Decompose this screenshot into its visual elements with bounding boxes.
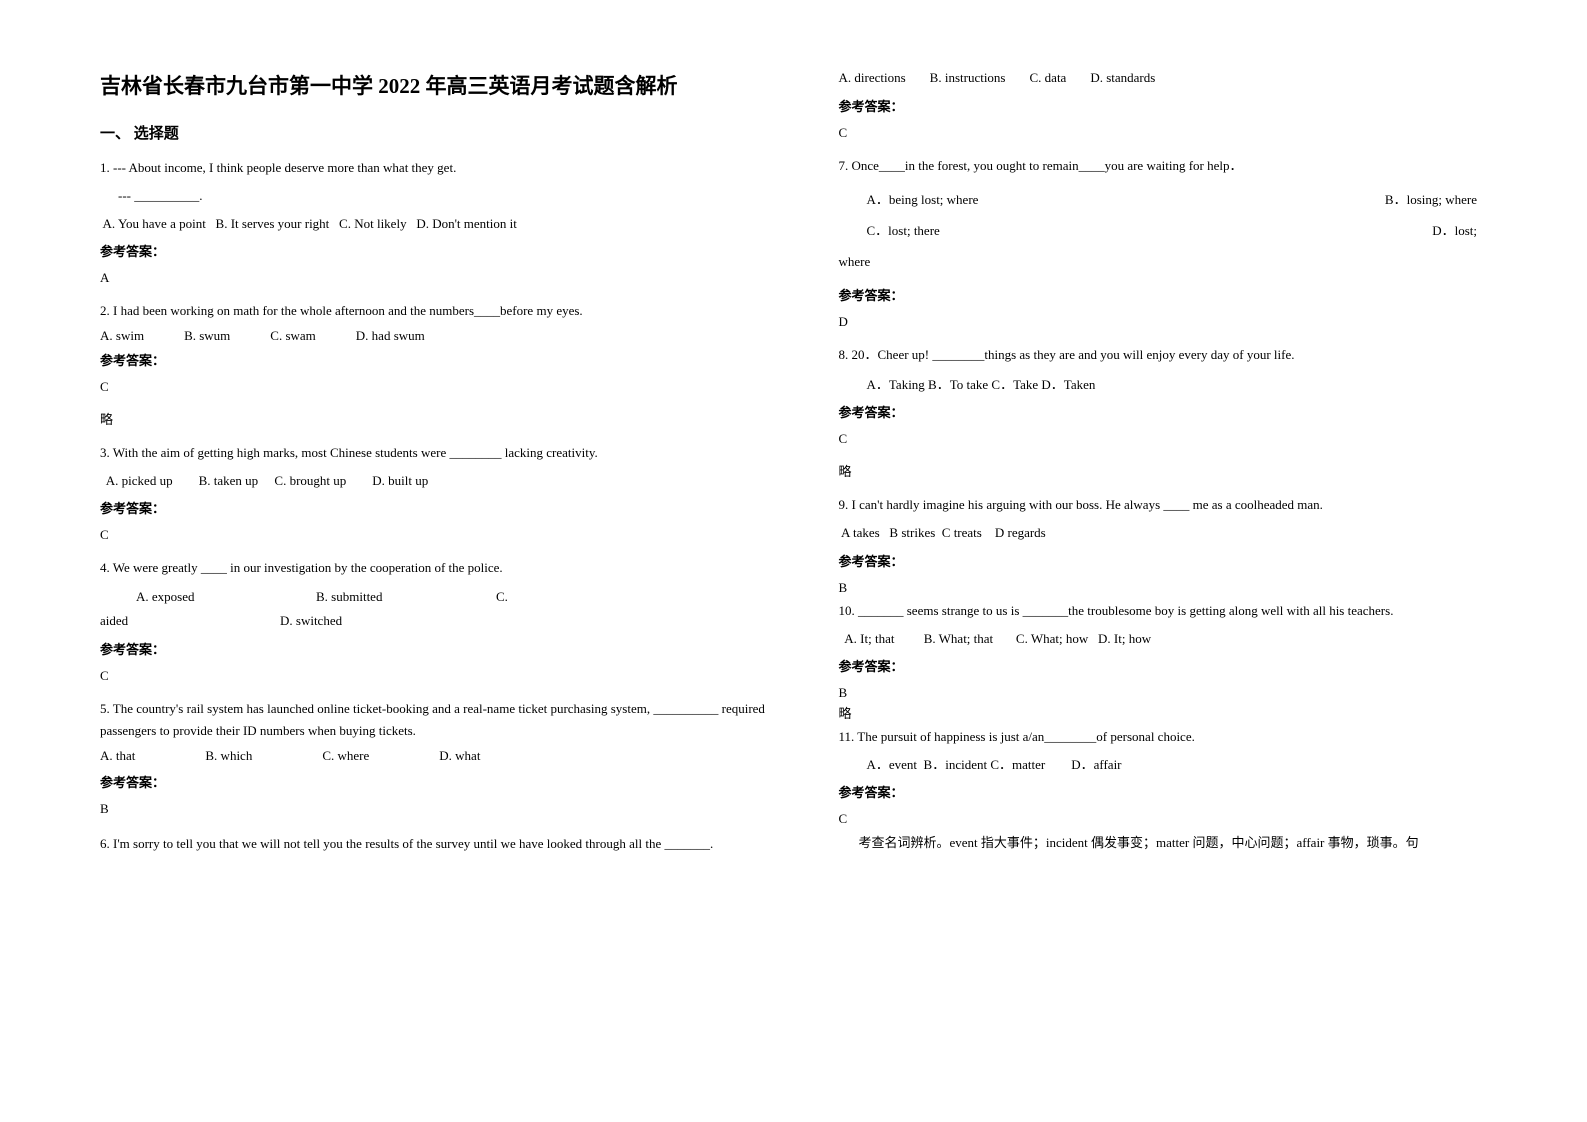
q1-answer: A (100, 270, 769, 286)
q11-text: 11. The pursuit of happiness is just a/a… (839, 726, 1508, 748)
q2-optB: B. swum (184, 328, 230, 344)
q9-text: 9. I can't hardly imagine his arguing wi… (839, 494, 1508, 516)
q7-text: 7. Once____in the forest, you ought to r… (839, 155, 1508, 177)
q11-explanation: 考查名词辨析。event 指大事件；incident 偶发事变；matter 问… (839, 833, 1508, 854)
q7-optA: A．being lost; where (867, 189, 979, 208)
q4-options-row2: aided D. switched (100, 613, 769, 629)
q11-options: A．event B．incident C．matter D．affair (839, 754, 1508, 776)
q5-options: A. that B. which C. where D. what (100, 748, 769, 764)
q2-optA: A. swim (100, 328, 144, 344)
q3-answer: C (100, 527, 769, 543)
q2-text: 2. I had been working on math for the wh… (100, 300, 769, 322)
q6-optD: D. standards (1090, 70, 1155, 86)
q4-optA: A. exposed (136, 589, 316, 605)
q7-answer: D (839, 314, 1508, 330)
answer-label-3: 参考答案： (100, 498, 769, 517)
q10-omit: 略 (839, 703, 1508, 722)
q6-answer: C (839, 125, 1508, 141)
q2-optC: C. swam (270, 328, 316, 344)
q7-optD2: where (839, 251, 1508, 273)
answer-label-7: 参考答案： (839, 285, 1508, 304)
q5-answer: B (100, 801, 769, 817)
answer-label-1: 参考答案： (100, 241, 769, 260)
q3-options: A. picked up B. taken up C. brought up D… (100, 470, 769, 492)
answer-label-4: 参考答案： (100, 639, 769, 658)
q4-optC: C. (496, 589, 508, 605)
right-column: A. directions B. instructions C. data D.… (809, 70, 1538, 1092)
q5-optB: B. which (205, 748, 252, 764)
q4-optB: B. submitted (316, 589, 496, 605)
q6-optC: C. data (1030, 70, 1067, 86)
q4-optD: D. switched (280, 613, 342, 629)
answer-label-5: 参考答案： (100, 772, 769, 791)
q10-options: A. It; that B. What; that C. What; how D… (839, 628, 1508, 650)
q5-optA: A. that (100, 748, 135, 764)
q4-text: 4. We were greatly ____ in our investiga… (100, 557, 769, 579)
q4-options-row1: A. exposed B. submitted C. (100, 589, 769, 605)
q5-optC: C. where (322, 748, 369, 764)
q2-answer: C (100, 379, 769, 395)
q1-dash: --- __________. (100, 185, 769, 207)
q8-omit: 略 (839, 461, 1508, 480)
q1-options: A. You have a point B. It serves your ri… (100, 213, 769, 235)
left-column: 吉林省长春市九台市第一中学 2022 年高三英语月考试题含解析 一、 选择题 1… (100, 70, 809, 1092)
q2-options: A. swim B. swum C. swam D. had swum (100, 328, 769, 344)
q1-text: 1. --- About income, I think people dese… (100, 157, 769, 179)
answer-label-8: 参考答案： (839, 402, 1508, 421)
q10-answer: B (839, 685, 1508, 701)
q7-options-row2: C．lost; there D．lost; (839, 220, 1508, 239)
q9-options: A takes B strikes C treats D regards (839, 522, 1508, 544)
q6-optA: A. directions (839, 70, 906, 86)
q6-optB: B. instructions (930, 70, 1006, 86)
answer-label-11: 参考答案： (839, 782, 1508, 801)
q4-optC2: aided (100, 613, 280, 629)
q11-answer: C (839, 811, 1508, 827)
q9-answer: B (839, 580, 1508, 596)
q2-omit: 略 (100, 409, 769, 428)
q8-options: A．Taking B．To take C．Take D．Taken (839, 374, 1508, 396)
document-title: 吉林省长春市九台市第一中学 2022 年高三英语月考试题含解析 (100, 70, 769, 104)
q5-optD: D. what (439, 748, 480, 764)
answer-label-6: 参考答案： (839, 96, 1508, 115)
q5-text: 5. The country's rail system has launche… (100, 698, 769, 742)
q8-text: 8. 20．Cheer up! ________things as they a… (839, 344, 1508, 366)
q2-optD: D. had swum (356, 328, 425, 344)
q7-options-row1: A．being lost; where B．losing; where (839, 189, 1508, 208)
q10-text: 10. _______ seems strange to us is _____… (839, 600, 1508, 622)
answer-label-9: 参考答案： (839, 551, 1508, 570)
q8-answer: C (839, 431, 1508, 447)
section-heading: 一、 选择题 (100, 122, 769, 143)
q7-optB: B．losing; where (1385, 189, 1477, 208)
q7-optC: C．lost; there (867, 220, 940, 239)
q7-optD: D．lost; (1432, 220, 1477, 239)
q6-text: 6. I'm sorry to tell you that we will no… (100, 831, 769, 857)
answer-label-2: 参考答案： (100, 350, 769, 369)
q4-answer: C (100, 668, 769, 684)
answer-label-10: 参考答案： (839, 656, 1508, 675)
q6-options: A. directions B. instructions C. data D.… (839, 70, 1508, 86)
q3-text: 3. With the aim of getting high marks, m… (100, 442, 769, 464)
